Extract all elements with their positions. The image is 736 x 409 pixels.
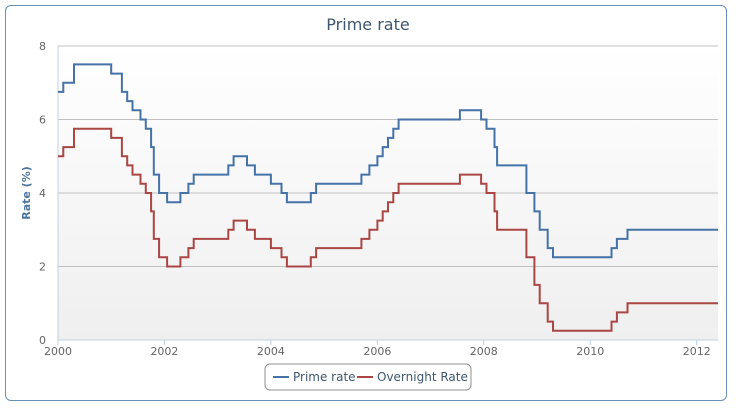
- x-tick-label: 2000: [44, 345, 72, 358]
- x-tick-label: 2008: [470, 345, 498, 358]
- y-tick-label: 2: [39, 261, 46, 274]
- x-tick-label: 2010: [576, 345, 604, 358]
- series-group: [58, 63, 718, 332]
- axes: 0 2 4 6 8 2000 2002 2004 2006 2008 2010 2012: [39, 40, 718, 358]
- y-tick-label: 6: [39, 114, 46, 127]
- legend[interactable]: Prime rate Overnight Rate: [264, 363, 472, 391]
- legend-item-prime-rate[interactable]: Prime rate: [273, 370, 356, 384]
- y-tick-label: 4: [39, 187, 46, 200]
- x-tick-label: 2006: [363, 345, 391, 358]
- x-tick-label: 2004: [257, 345, 285, 358]
- x-tick-label: 2012: [683, 345, 711, 358]
- y-tick-label: 8: [39, 40, 46, 53]
- chart-title: Prime rate: [326, 15, 409, 34]
- legend-label: Prime rate: [293, 370, 356, 384]
- series-line-prime-rate: [58, 63, 718, 259]
- legend-item-overnight-rate[interactable]: Overnight Rate: [357, 370, 468, 384]
- y-axis-label: Rate (%): [20, 166, 33, 220]
- y-tick-label: 0: [39, 334, 46, 347]
- legend-label: Overnight Rate: [377, 370, 468, 384]
- x-tick-label: 2002: [150, 345, 178, 358]
- series-line-overnight-rate: [58, 127, 718, 332]
